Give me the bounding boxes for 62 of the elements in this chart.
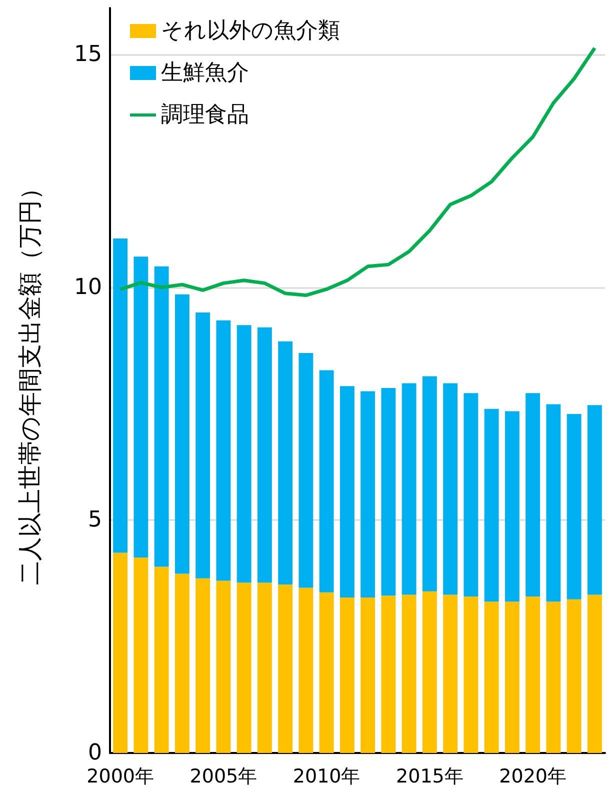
x-tick-label: 2020年 xyxy=(499,766,566,788)
bar xyxy=(278,341,293,584)
bar xyxy=(443,594,458,753)
bar xyxy=(154,566,169,753)
bar xyxy=(319,370,334,592)
bar xyxy=(381,388,396,596)
bar xyxy=(196,312,210,578)
bar xyxy=(381,596,396,753)
bar xyxy=(174,574,190,753)
bar xyxy=(196,578,210,753)
bar xyxy=(422,376,437,592)
bar xyxy=(154,266,169,567)
bar xyxy=(526,393,540,597)
bar xyxy=(216,320,231,581)
y-tick-label: 15 xyxy=(74,42,102,68)
x-tick-label: 2010年 xyxy=(292,766,360,788)
bar xyxy=(526,596,540,753)
bar xyxy=(278,584,293,753)
bar xyxy=(484,602,499,753)
bar xyxy=(257,582,272,753)
bar xyxy=(236,325,252,583)
bar xyxy=(319,592,334,753)
bar xyxy=(298,353,314,588)
bar xyxy=(360,391,376,598)
bar xyxy=(546,602,561,753)
bar xyxy=(340,597,354,753)
bar xyxy=(360,597,376,753)
bar xyxy=(402,383,416,595)
bar xyxy=(113,238,128,553)
bar xyxy=(134,256,148,558)
bar xyxy=(134,557,148,753)
y-tick-label: 10 xyxy=(74,274,102,300)
bar xyxy=(484,408,499,602)
line-series xyxy=(118,46,596,298)
y-tick-label: 0 xyxy=(88,740,102,766)
bar xyxy=(443,383,458,595)
x-tick-label: 2015年 xyxy=(396,766,464,788)
bar xyxy=(587,594,602,753)
bar xyxy=(464,596,478,753)
bar xyxy=(174,294,190,574)
bar xyxy=(422,591,437,753)
x-tick-label: 2005年 xyxy=(190,766,258,788)
y-tick-label: 5 xyxy=(88,508,102,533)
bar xyxy=(340,386,354,598)
bar xyxy=(236,582,252,753)
bar xyxy=(587,405,602,595)
legend-label: 調理食品 xyxy=(161,102,249,128)
bar xyxy=(504,602,520,753)
x-tick-label: 2000年 xyxy=(86,766,154,788)
bar xyxy=(464,393,478,597)
legend-label: それ以外の魚介類 xyxy=(161,18,340,44)
bar xyxy=(504,411,520,602)
bar xyxy=(402,594,416,753)
bar xyxy=(566,414,582,600)
legend-label: 生鮮魚介 xyxy=(161,60,249,86)
bar xyxy=(546,404,561,602)
bar xyxy=(298,588,314,753)
bar xyxy=(566,599,582,753)
bar xyxy=(216,580,231,753)
bar xyxy=(113,552,128,753)
y-axis-title: 二人以上世帯の年間支出金額（万円） xyxy=(16,176,44,585)
bar xyxy=(257,327,272,583)
